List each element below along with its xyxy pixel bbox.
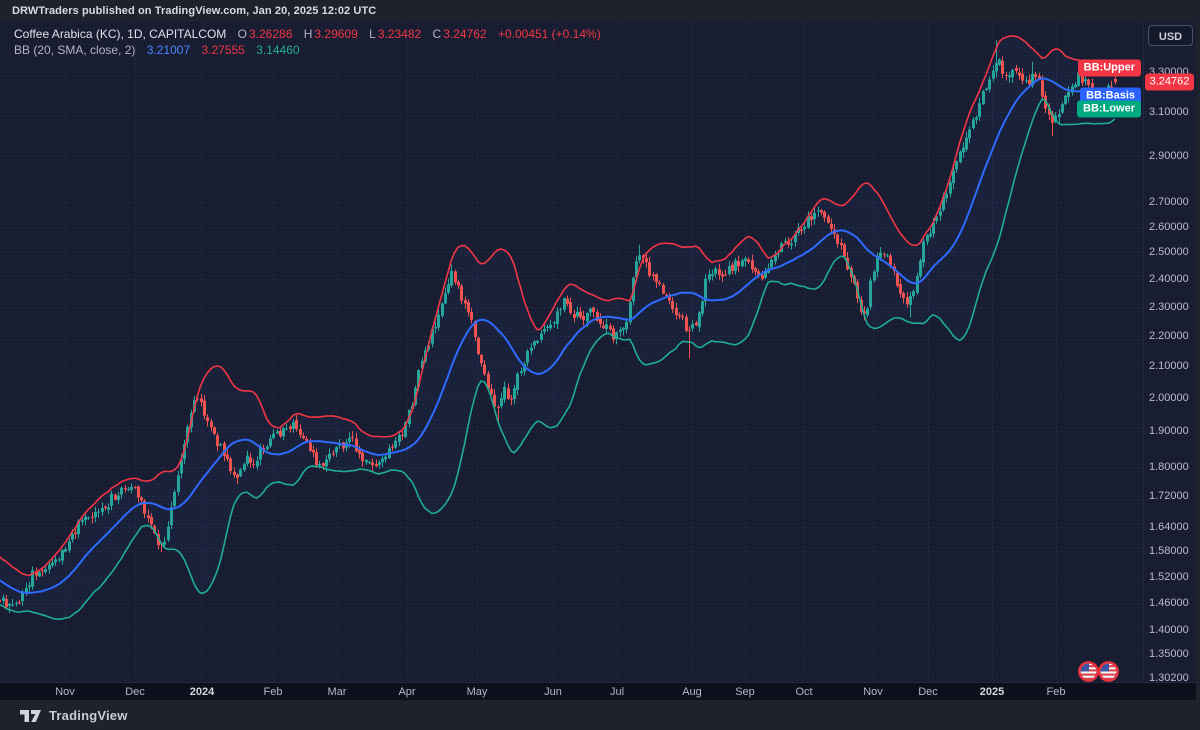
price-tick-label: 1.72000 [1149, 489, 1189, 503]
bb-upper-value: 3.27555 [201, 43, 244, 57]
time-tick-label: Oct [795, 686, 812, 698]
right-edge-strip [1196, 0, 1200, 700]
us-flag-event-icon[interactable] [1078, 661, 1099, 682]
open-value: 3.26286 [249, 27, 292, 41]
symbol-title: Coffee Arabica (KC), 1D, CAPITALCOM [14, 27, 226, 41]
time-tick-label: 2024 [190, 686, 214, 698]
time-tick-label: Feb [264, 686, 283, 698]
price-tick-label: 1.58000 [1149, 544, 1189, 558]
time-tick-label: Feb [1047, 686, 1066, 698]
time-tick-label: Nov [863, 686, 883, 698]
price-tick-label: 2.60000 [1149, 220, 1189, 234]
currency-button[interactable]: USD [1148, 25, 1193, 46]
bb-lower-price-badge: BB:Lower [1077, 101, 1141, 118]
time-tick-label: Dec [125, 686, 145, 698]
price-tick-label: 2.70000 [1149, 195, 1189, 209]
us-flag-event-icon[interactable] [1098, 661, 1119, 682]
price-tick-label: 1.40000 [1149, 623, 1189, 637]
bb-lower-value: 3.14460 [256, 43, 299, 57]
symbol-legend-row[interactable]: Coffee Arabica (KC), 1D, CAPITALCOM O3.2… [14, 26, 603, 42]
bb-legend-row[interactable]: BB (20, SMA, close, 2) 3.21007 3.27555 3… [14, 42, 603, 58]
publish-banner: DRWTraders published on TradingView.com,… [0, 0, 1200, 22]
price-tick-label: 1.80000 [1149, 460, 1189, 474]
price-tick-label: 2.50000 [1149, 245, 1189, 259]
price-tick-label: 2.10000 [1149, 359, 1189, 373]
price-chart-canvas[interactable] [0, 22, 1143, 682]
price-tick-label: 1.52000 [1149, 570, 1189, 584]
price-tick-label: 1.35000 [1149, 647, 1189, 661]
time-tick-label: Mar [328, 686, 347, 698]
price-tick-label: 2.30000 [1149, 300, 1189, 314]
tradingview-logo-icon[interactable] [20, 708, 42, 723]
price-tick-label: 3.10000 [1149, 105, 1189, 119]
price-tick-label: 2.20000 [1149, 329, 1189, 343]
time-scale[interactable]: Nov Dec 2024 Feb Mar Apr May Jun Jul Aug Sep Oct Nov… [0, 682, 1196, 700]
bb-basis-value: 3.21007 [147, 43, 190, 57]
price-tick-label: 1.90000 [1149, 424, 1189, 438]
time-tick-label: Dec [918, 686, 938, 698]
chart-legend: Coffee Arabica (KC), 1D, CAPITALCOM O3.2… [14, 26, 603, 58]
change-value: +0.00451 (+0.14%) [498, 27, 601, 41]
bb-indicator-title: BB (20, SMA, close, 2) [14, 43, 135, 57]
time-tick-label: 2025 [980, 686, 1004, 698]
publish-banner-text: DRWTraders published on TradingView.com,… [12, 5, 376, 17]
chart-pane[interactable]: Coffee Arabica (KC), 1D, CAPITALCOM O3.2… [0, 22, 1196, 682]
close-label: C [433, 27, 442, 41]
time-tick-label: Aug [682, 686, 702, 698]
footer-bar: TradingView [0, 700, 1200, 730]
time-tick-label: May [467, 686, 488, 698]
time-tick-label: Jul [610, 686, 624, 698]
price-tick-label: 1.46000 [1149, 596, 1189, 610]
tradingview-brand-text[interactable]: TradingView [49, 708, 128, 723]
price-tick-label: 2.90000 [1149, 149, 1189, 163]
high-value: 3.29609 [314, 27, 357, 41]
price-tick-label: 2.00000 [1149, 391, 1189, 405]
low-label: L [369, 27, 376, 41]
close-value: 3.24762 [443, 27, 486, 41]
last-price-badge: 3.24762 [1145, 74, 1194, 91]
tradingview-chart-page: DRWTraders published on TradingView.com,… [0, 0, 1200, 730]
low-value: 3.23482 [378, 27, 421, 41]
open-label: O [238, 27, 247, 41]
time-tick-label: Sep [735, 686, 755, 698]
bb-upper-price-badge: BB:Upper [1078, 60, 1141, 77]
time-tick-label: Apr [398, 686, 415, 698]
price-tick-label: 1.64000 [1149, 520, 1189, 534]
time-tick-label: Jun [544, 686, 562, 698]
high-label: H [304, 27, 313, 41]
time-tick-label: Nov [55, 686, 75, 698]
price-tick-label: 2.40000 [1149, 272, 1189, 286]
